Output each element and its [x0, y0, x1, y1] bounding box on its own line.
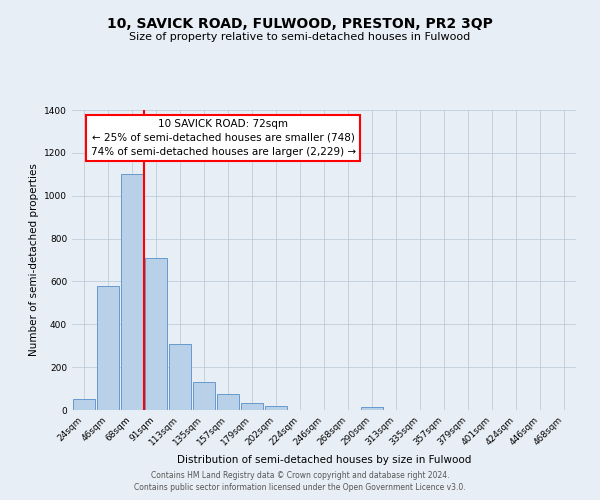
Text: Contains public sector information licensed under the Open Government Licence v3: Contains public sector information licen…	[134, 483, 466, 492]
Text: 10 SAVICK ROAD: 72sqm
← 25% of semi-detached houses are smaller (748)
74% of sem: 10 SAVICK ROAD: 72sqm ← 25% of semi-deta…	[91, 119, 356, 157]
Bar	[265, 406, 287, 410]
X-axis label: Distribution of semi-detached houses by size in Fulwood: Distribution of semi-detached houses by …	[177, 456, 471, 466]
Bar	[97, 286, 119, 410]
Text: Size of property relative to semi-detached houses in Fulwood: Size of property relative to semi-detach…	[130, 32, 470, 42]
Text: 10, SAVICK ROAD, FULWOOD, PRESTON, PR2 3QP: 10, SAVICK ROAD, FULWOOD, PRESTON, PR2 3…	[107, 18, 493, 32]
Bar	[169, 344, 191, 410]
Bar	[217, 394, 239, 410]
Text: Contains HM Land Registry data © Crown copyright and database right 2024.: Contains HM Land Registry data © Crown c…	[151, 472, 449, 480]
Bar	[121, 174, 143, 410]
Y-axis label: Number of semi-detached properties: Number of semi-detached properties	[29, 164, 38, 356]
Bar	[73, 400, 95, 410]
Bar	[193, 382, 215, 410]
Bar	[145, 258, 167, 410]
Bar	[361, 407, 383, 410]
Bar	[241, 402, 263, 410]
